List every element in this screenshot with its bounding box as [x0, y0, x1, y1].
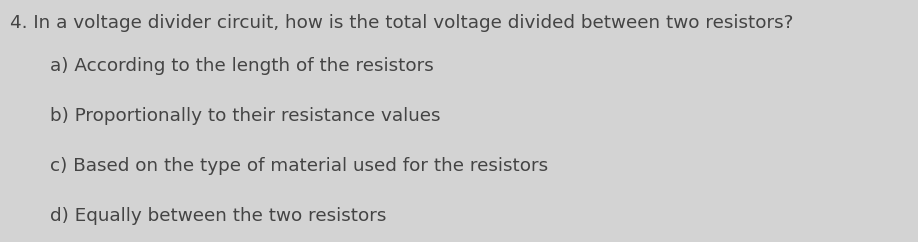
Text: c) Based on the type of material used for the resistors: c) Based on the type of material used fo… — [50, 157, 548, 175]
Text: b) Proportionally to their resistance values: b) Proportionally to their resistance va… — [50, 107, 441, 125]
Text: a) According to the length of the resistors: a) According to the length of the resist… — [50, 57, 433, 75]
Text: 4. In a voltage divider circuit, how is the total voltage divided between two re: 4. In a voltage divider circuit, how is … — [10, 14, 793, 32]
Text: d) Equally between the two resistors: d) Equally between the two resistors — [50, 207, 386, 225]
